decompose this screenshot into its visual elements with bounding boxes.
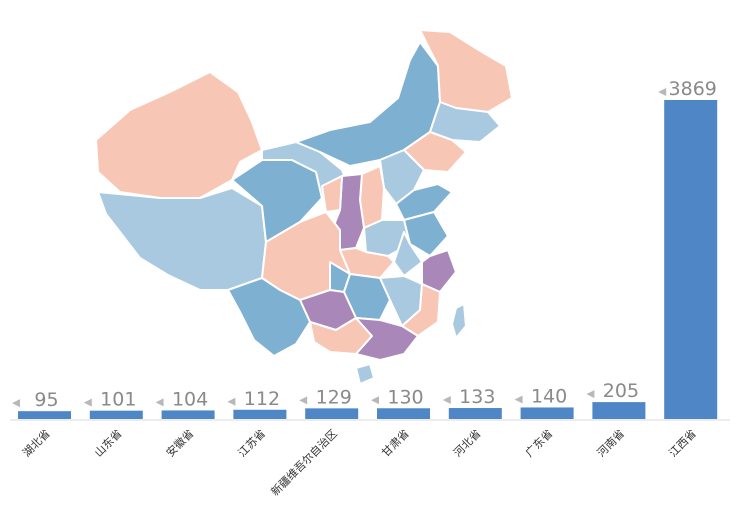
value-label-8: 205 bbox=[603, 380, 639, 402]
bar-2 bbox=[161, 410, 215, 419]
value-label-marker-4 bbox=[299, 396, 308, 405]
value-label-marker-1 bbox=[83, 398, 92, 407]
value-label-6: 133 bbox=[459, 386, 495, 408]
bar-6 bbox=[448, 408, 502, 419]
bar-9 bbox=[664, 100, 718, 419]
map-region-guangdong bbox=[355, 317, 419, 361]
bar-8 bbox=[592, 402, 646, 419]
map-region-yunnan bbox=[227, 277, 311, 357]
value-label-marker-2 bbox=[155, 398, 164, 407]
value-label-marker-6 bbox=[442, 396, 451, 405]
map-region-xinjiang bbox=[95, 71, 263, 199]
bar-7 bbox=[520, 407, 574, 419]
value-label-4: 129 bbox=[316, 386, 352, 408]
map-region-hainan bbox=[355, 363, 375, 385]
category-label-8: 河南省 bbox=[595, 427, 628, 460]
category-label-0: 湖北省 bbox=[20, 427, 53, 460]
category-label-1: 山东省 bbox=[92, 427, 125, 460]
map-region-ningxia bbox=[321, 175, 343, 213]
value-label-marker-3 bbox=[227, 397, 236, 406]
value-label-5: 130 bbox=[387, 386, 423, 408]
category-label-5: 甘肃省 bbox=[379, 427, 412, 460]
bar-5 bbox=[377, 408, 430, 419]
map-region-heilongjiang bbox=[419, 29, 513, 113]
value-label-7: 140 bbox=[531, 385, 567, 407]
category-label-4: 新疆维吾尔自治区 bbox=[268, 426, 340, 498]
value-label-2: 104 bbox=[172, 388, 208, 410]
bar-1 bbox=[89, 410, 143, 419]
value-label-0: 95 bbox=[34, 389, 58, 411]
value-label-marker-5 bbox=[371, 396, 379, 405]
map-region-anhui bbox=[393, 231, 423, 277]
value-label-1: 101 bbox=[100, 389, 136, 411]
category-label-6: 河北省 bbox=[451, 427, 484, 460]
category-label-9: 江西省 bbox=[666, 427, 699, 460]
bar-4 bbox=[305, 408, 359, 419]
value-label-marker-0 bbox=[12, 399, 20, 408]
bar-3 bbox=[233, 409, 287, 419]
bar-0 bbox=[18, 411, 71, 419]
value-label-marker-7 bbox=[514, 395, 523, 404]
map-region-taiwan bbox=[451, 303, 467, 339]
value-label-marker-8 bbox=[586, 390, 595, 399]
value-label-3: 112 bbox=[244, 388, 280, 410]
category-label-7: 广东省 bbox=[523, 427, 556, 460]
category-label-2: 安徽省 bbox=[163, 426, 196, 459]
value-label-9: 3869 bbox=[669, 78, 717, 100]
category-label-3: 江苏省 bbox=[236, 427, 269, 460]
value-label-marker-9 bbox=[658, 88, 667, 96]
